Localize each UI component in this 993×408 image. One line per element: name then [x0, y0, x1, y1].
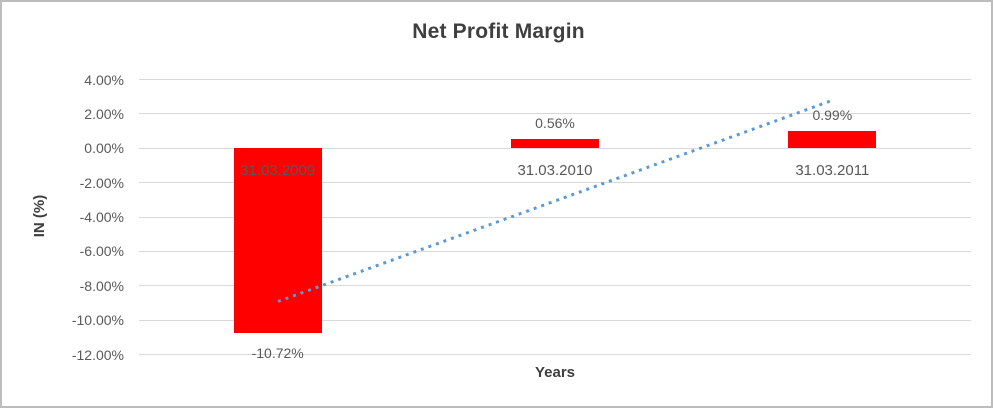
bar-31.03.2011: [788, 131, 877, 149]
y-gridline: [139, 250, 971, 252]
y-tick-label: -8.00%: [79, 277, 124, 294]
y-gridline: [139, 319, 971, 321]
y-gridline: [139, 285, 971, 287]
y-tick-label: -2.00%: [79, 174, 124, 191]
data-label: 0.56%: [535, 114, 575, 131]
y-tick-label: -12.00%: [71, 346, 124, 363]
category-label: 31.03.2009: [240, 162, 316, 180]
y-gridline: [139, 79, 971, 80]
data-label: 0.99%: [812, 107, 853, 124]
y-tick-label: 0.00%: [84, 140, 124, 157]
chart-title: Net Profit Margin: [412, 20, 585, 43]
y-tick-label: 2.00%: [84, 105, 124, 122]
category-label: 31.03.2010: [517, 162, 593, 180]
x-axis-title: Years: [534, 364, 576, 381]
y-gridline: [139, 147, 971, 149]
y-tick-label: -4.00%: [79, 209, 124, 225]
y-tick-label: -10.00%: [71, 312, 124, 329]
category-label: 31.03.2011: [795, 162, 870, 180]
y-gridline: [139, 354, 971, 355]
bar-31.03.2010: [511, 138, 599, 149]
y-gridline: [139, 182, 971, 184]
y-gridline: [139, 216, 971, 218]
y-tick-label: 4.00%: [84, 71, 124, 88]
y-gridline: [139, 113, 971, 115]
data-label: -10.72%: [251, 344, 304, 361]
y-tick-label: -6.00%: [79, 243, 124, 260]
